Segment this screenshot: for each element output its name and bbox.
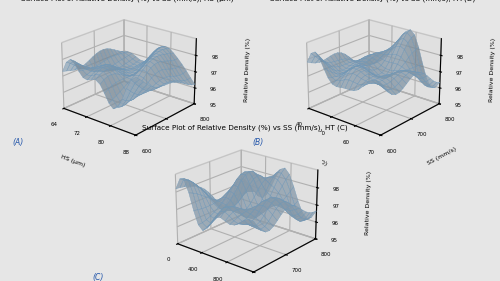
Y-axis label: SS (mm/s): SS (mm/s) <box>426 146 457 166</box>
Text: (C): (C) <box>92 273 104 281</box>
X-axis label: HS (μm): HS (μm) <box>60 154 85 168</box>
Title: Surface Plot of Relative Density (%) vs SS (mm/s), HS (μm): Surface Plot of Relative Density (%) vs … <box>21 0 234 1</box>
Y-axis label: SS (mm/s): SS (mm/s) <box>182 146 212 166</box>
Title: Surface Plot of Relative Density (%) vs SS (mm/s), PA (D): Surface Plot of Relative Density (%) vs … <box>270 0 475 1</box>
X-axis label: PA (D): PA (D) <box>308 155 327 167</box>
Title: Surface Plot of Relative Density (%) vs SS (mm/s), HT (C): Surface Plot of Relative Density (%) vs … <box>142 124 348 131</box>
Text: (B): (B) <box>252 138 264 147</box>
Text: (A): (A) <box>12 138 24 147</box>
